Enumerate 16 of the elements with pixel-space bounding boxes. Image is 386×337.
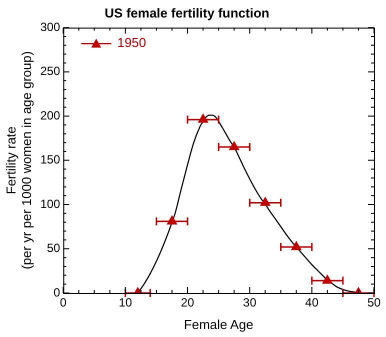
legend-label: 1950 bbox=[117, 35, 146, 50]
y-tick-label: 300 bbox=[40, 20, 61, 34]
y-axis-title: Fertility rate (per yr per 1000 women in age group) bbox=[3, 51, 34, 270]
y-tick-label: 200 bbox=[40, 108, 61, 122]
x-tick-label: 20 bbox=[180, 296, 195, 310]
x-tick-label: 50 bbox=[367, 296, 381, 310]
x-tick-label: 40 bbox=[305, 296, 319, 310]
y-tick-label: 50 bbox=[46, 241, 61, 256]
y-tick-label: 250 bbox=[40, 64, 61, 78]
y-tick-label: 0 bbox=[54, 285, 61, 300]
chart-title: US female fertility function bbox=[104, 5, 270, 20]
y-tick-label: 150 bbox=[40, 152, 61, 167]
x-tick-label: 30 bbox=[243, 296, 257, 310]
x-tick-label: 10 bbox=[118, 296, 132, 310]
x-axis-title: Female Age bbox=[184, 316, 254, 332]
y-tick-label: 100 bbox=[40, 196, 61, 211]
